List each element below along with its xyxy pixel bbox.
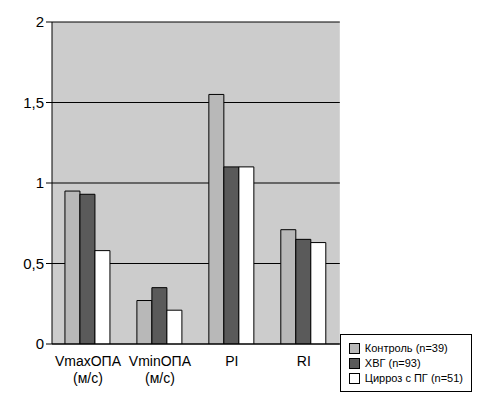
- svg-text:VminОПА(м/с): VminОПА(м/с): [129, 353, 192, 386]
- svg-text:RI: RI: [297, 353, 311, 369]
- svg-text:1: 1: [36, 174, 44, 191]
- svg-text:2: 2: [36, 13, 44, 30]
- html-text:Контроль (n=39): Контроль (n=39): [364, 342, 448, 354]
- svg-text:1,5: 1,5: [23, 94, 44, 111]
- svg-text:VmaxОПА(м/с): VmaxОПА(м/с): [55, 353, 122, 386]
- svg-text:0,5: 0,5: [23, 255, 44, 272]
- svg-text:0: 0: [36, 335, 44, 352]
- html-text:Цирроз с ПГ (n=51): Цирроз с ПГ (n=51): [364, 372, 463, 384]
- html-text:ХВГ (n=93): ХВГ (n=93): [364, 357, 421, 369]
- svg-text:PI: PI: [225, 353, 238, 369]
